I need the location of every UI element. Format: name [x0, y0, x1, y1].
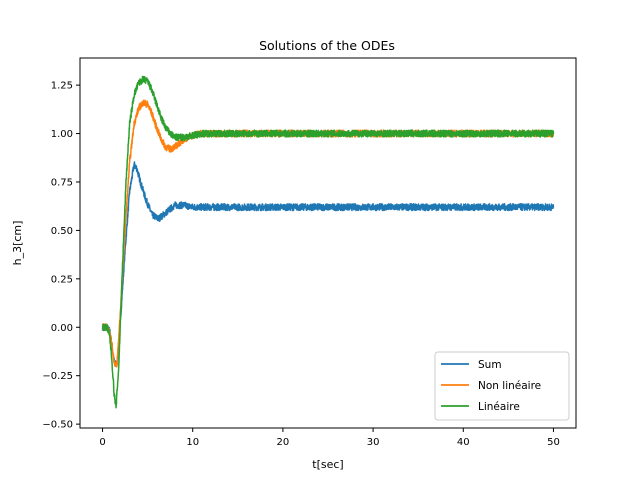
x-axis: 0 10 20 30 40 50	[99, 428, 560, 448]
y-tick-label: 0.50	[51, 226, 73, 237]
x-tick-label: 0	[99, 437, 105, 448]
y-tick-label: 1.25	[51, 81, 73, 92]
y-tick-label: 0.75	[51, 177, 73, 188]
x-tick-label: 50	[547, 437, 560, 448]
series-layer	[101, 75, 555, 409]
y-tick-label: 1.00	[51, 129, 73, 140]
legend-box	[434, 351, 570, 421]
chart-title: Solutions of the ODEs	[259, 38, 395, 53]
x-tick-label: 30	[367, 437, 380, 448]
y-tick-label: −0.25	[42, 371, 73, 382]
series-line-2	[101, 75, 555, 409]
x-axis-label: t[sec]	[312, 458, 343, 471]
y-axis: −0.50 −0.25 0.00 0.25 0.50 0.75 1.00 1.25	[42, 81, 80, 431]
x-tick-label: 10	[186, 437, 199, 448]
x-tick-label: 20	[277, 437, 290, 448]
legend: Sum Non linéaire Linéaire	[434, 351, 570, 421]
legend-label: Linéaire	[478, 401, 520, 413]
series-line-1	[101, 99, 555, 368]
x-tick-label: 40	[457, 437, 470, 448]
y-tick-label: −0.50	[42, 420, 73, 431]
series-line-0	[101, 161, 555, 368]
y-axis-label: h_3[cm]	[11, 221, 24, 266]
plot-frame	[79, 57, 577, 429]
y-tick-label: 0.25	[51, 274, 73, 285]
legend-label: Sum	[478, 359, 502, 371]
legend-label: Non linéaire	[478, 380, 541, 392]
y-tick-label: 0.00	[51, 323, 73, 334]
